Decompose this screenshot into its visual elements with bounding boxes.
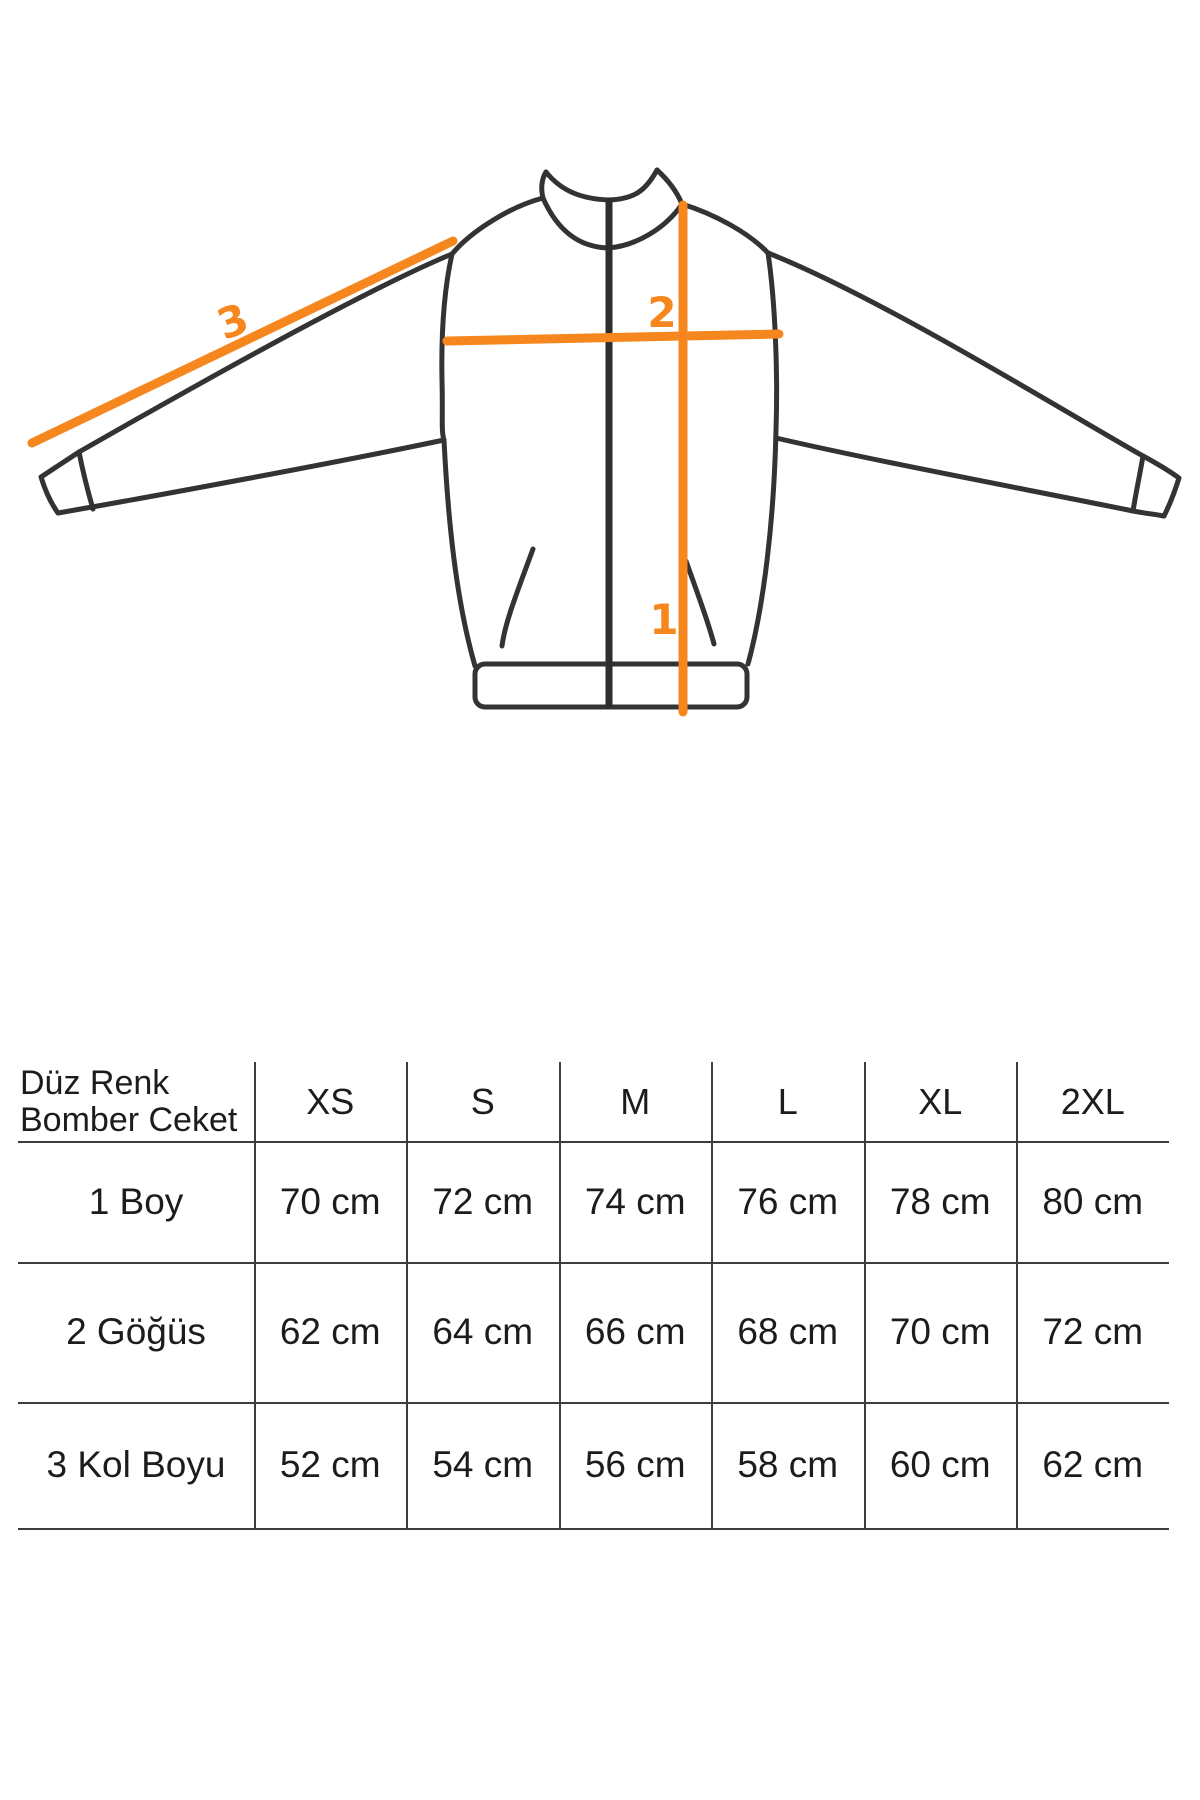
table-line-col3 — [559, 1062, 561, 1530]
right-pocket-curve — [683, 558, 717, 647]
size-header-m: M — [620, 1080, 651, 1122]
measure-label-sleeve: 3 — [211, 294, 255, 350]
value-gogus-m: 66 cm — [584, 1311, 686, 1352]
collar-outer-left — [539, 169, 549, 201]
table-line-col5 — [864, 1062, 866, 1530]
value-boy-xs: 70 cm — [279, 1180, 381, 1222]
size-header-xs: XS — [306, 1080, 355, 1122]
size-header-2xl: 2XL — [1060, 1080, 1125, 1122]
table-line-col4 — [711, 1062, 713, 1530]
measure-line-sleeve-3 — [27, 236, 458, 448]
table-line-row2-bottom — [18, 1402, 1169, 1404]
right-cuff-seam — [1130, 453, 1146, 514]
collar-outer-right — [654, 167, 685, 207]
value-kol-xs: 52 cm — [279, 1444, 381, 1485]
value-boy-s: 72 cm — [432, 1180, 534, 1222]
measure-label-chest: 2 — [647, 288, 676, 337]
body-right-edge — [745, 250, 780, 667]
measure-lines — [27, 200, 784, 717]
value-boy-xl: 78 cm — [889, 1180, 991, 1222]
product-title-line1: Düz Renk — [20, 1063, 170, 1102]
right-sleeve-underside — [773, 435, 1136, 514]
product-title-cell: Düz Renk Bomber Ceket — [18, 1062, 254, 1141]
left-sleeve-top — [76, 251, 455, 455]
jacket-svg: 3 2 1 — [27, 167, 1182, 717]
table-line-row1-bottom — [18, 1262, 1169, 1264]
right-shoulder-seam — [679, 201, 771, 256]
row-label-boy: 1 Boy — [88, 1180, 184, 1222]
table-line-col6 — [1016, 1062, 1018, 1530]
right-cuff-bottom — [1130, 508, 1167, 519]
value-kol-l: 58 cm — [737, 1444, 839, 1485]
value-gogus-l: 68 cm — [737, 1311, 839, 1352]
table-line-col2 — [406, 1062, 408, 1530]
product-title-line2: Bomber Ceket — [20, 1100, 238, 1139]
right-sleeve-top — [765, 250, 1146, 459]
table-line-col1 — [254, 1062, 256, 1530]
left-cuff-outer — [38, 449, 82, 516]
left-cuff-seam — [76, 449, 96, 512]
measure-line-chest-2 — [442, 329, 784, 346]
body-left-edge — [439, 251, 478, 669]
value-kol-s: 54 cm — [432, 1444, 534, 1485]
value-gogus-xl: 70 cm — [889, 1311, 991, 1352]
value-kol-xl: 60 cm — [889, 1444, 991, 1485]
size-table-grid: Düz Renk Bomber Ceket XS S M L XL 2XL 1 … — [18, 1062, 1169, 1528]
size-header-s: S — [470, 1080, 495, 1122]
value-boy-2xl: 80 cm — [1042, 1180, 1144, 1222]
size-table: Düz Renk Bomber Ceket XS S M L XL 2XL 1 … — [18, 1062, 1169, 1530]
size-header-xl: XL — [918, 1080, 963, 1122]
left-pocket-curve — [499, 546, 536, 649]
row-label-gogus: 2 Göğüs — [66, 1311, 206, 1352]
value-boy-l: 76 cm — [737, 1180, 839, 1222]
table-line-row3-bottom — [18, 1528, 1169, 1530]
row-label-kol-boyu: 3 Kol Boyu — [46, 1444, 226, 1485]
right-cuff-outer — [1140, 453, 1182, 519]
value-gogus-s: 64 cm — [432, 1311, 534, 1352]
measure-label-length: 1 — [649, 595, 678, 644]
left-shoulder-seam — [449, 195, 546, 257]
collar-neckline-v — [543, 167, 660, 203]
value-kol-2xl: 62 cm — [1042, 1444, 1144, 1485]
value-kol-m: 56 cm — [584, 1444, 686, 1485]
left-sleeve-underside — [55, 437, 447, 516]
jacket-outline — [38, 167, 1182, 710]
size-header-l: L — [777, 1080, 798, 1122]
value-gogus-xs: 62 cm — [279, 1311, 381, 1352]
table-line-header-bottom — [18, 1141, 1169, 1143]
value-gogus-2xl: 72 cm — [1042, 1311, 1144, 1352]
value-boy-m: 74 cm — [584, 1180, 686, 1222]
jacket-diagram: 3 2 1 — [27, 167, 1182, 717]
